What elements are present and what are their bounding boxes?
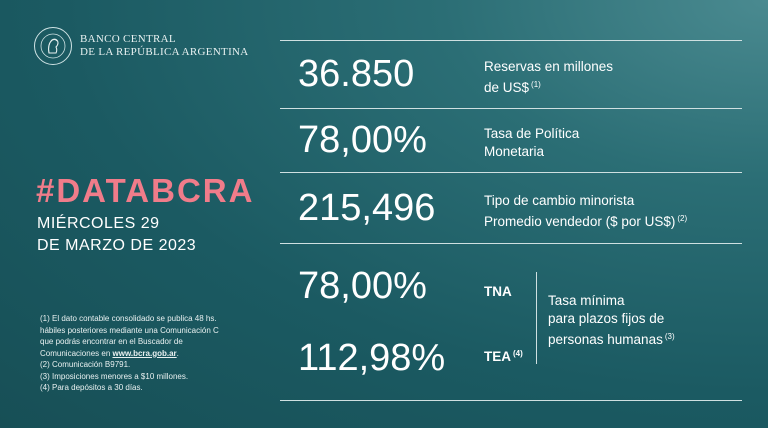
tipo-cambio-ref: (2) [677, 214, 688, 223]
tipo-cambio-label: Tipo de cambio minorista Promedio vended… [484, 192, 687, 231]
footnote-3: (3) Imposiciones menores a $10 millones. [40, 371, 189, 381]
hashtag-title: #DATABCRA [36, 172, 255, 209]
footnote-4: (4) Para depósitos a 30 días. [40, 383, 143, 392]
footnote-2: (2) Comunicación B9791. [40, 360, 131, 369]
reservas-label-line2: de US$ (1) [484, 76, 613, 97]
divider-1 [280, 108, 742, 109]
tea-ref: (4) [513, 349, 523, 358]
reservas-value: 36.850 [298, 53, 415, 95]
bcra-link[interactable]: www.bcra.gob.ar [112, 348, 177, 358]
footnotes: (1) El dato contable consolidado se publ… [40, 313, 219, 394]
divider-3 [280, 243, 742, 244]
footnote-1c: que podrás encontrar en el Buscador de [40, 337, 183, 346]
tea-label-text: TEA [484, 349, 511, 364]
tipo-cambio-value: 215,496 [298, 187, 436, 229]
footnote-1d-end: . [176, 348, 179, 358]
plazo-fijo-desc-line2: para plazos fijos de [548, 311, 665, 326]
plazo-fijo-ref: (3) [664, 332, 675, 341]
tna-label: TNA [484, 284, 512, 299]
tipo-cambio-label-line2-text: Promedio vendedor ($ por US$) [484, 214, 676, 229]
footnote-1a: (1) El dato contable consolidado se publ… [40, 314, 217, 323]
footnote-1b: hábiles posteriores mediante una Comunic… [40, 325, 219, 335]
bcra-seal-icon [34, 27, 72, 65]
bank-name-line1: BANCO CENTRAL [80, 33, 176, 45]
tasa-politica-label-line1: Tasa de Política [484, 126, 580, 141]
tna-value: 78,00% [298, 265, 427, 307]
tea-value: 112,98% [298, 337, 446, 379]
footnote-1d-text: Comunicaciones en [40, 348, 111, 358]
tea-label: TEA (4) [484, 349, 523, 364]
plazo-fijo-description: Tasa mínima para plazos fijos de persona… [548, 292, 675, 349]
tasa-politica-label: Tasa de Política Monetaria [484, 125, 579, 161]
divider-top [280, 40, 742, 41]
plazo-fijo-desc-line3-text: personas humanas [548, 332, 663, 347]
plazo-fijo-desc-line1: Tasa mínima [548, 293, 625, 308]
plazo-fijo-divider [536, 272, 537, 364]
date-line2: DE MARZO DE 2023 [37, 237, 197, 254]
divider-bottom [280, 400, 742, 401]
reservas-ref: (1) [531, 80, 541, 89]
tipo-cambio-label-line1: Tipo de cambio minorista [484, 193, 635, 208]
bcra-logo: BANCO CENTRAL DE LA REPÚBLICA ARGENTINA [34, 27, 249, 65]
bank-name-line2: DE LA REPÚBLICA ARGENTINA [80, 46, 249, 58]
bank-name: BANCO CENTRAL DE LA REPÚBLICA ARGENTINA [80, 33, 249, 59]
tasa-politica-label-line2: Monetaria [484, 144, 545, 159]
tipo-cambio-label-line2: Promedio vendedor ($ por US$) (2) [484, 210, 687, 231]
reservas-label-line1: Reservas en millones [484, 59, 614, 74]
tasa-politica-value: 78,00% [298, 119, 427, 161]
reservas-label: Reservas en millones de US$ (1) [484, 58, 613, 97]
footnote-1d: Comunicaciones en www.bcra.gob.ar. [40, 348, 219, 360]
date-block: MIÉRCOLES 29 DE MARZO DE 2023 [37, 213, 196, 257]
divider-2 [280, 172, 742, 173]
reservas-label-line2-text: de US$ [484, 80, 530, 95]
date-line1: MIÉRCOLES 29 [37, 215, 160, 232]
plazo-fijo-desc-line3: personas humanas (3) [548, 328, 675, 349]
